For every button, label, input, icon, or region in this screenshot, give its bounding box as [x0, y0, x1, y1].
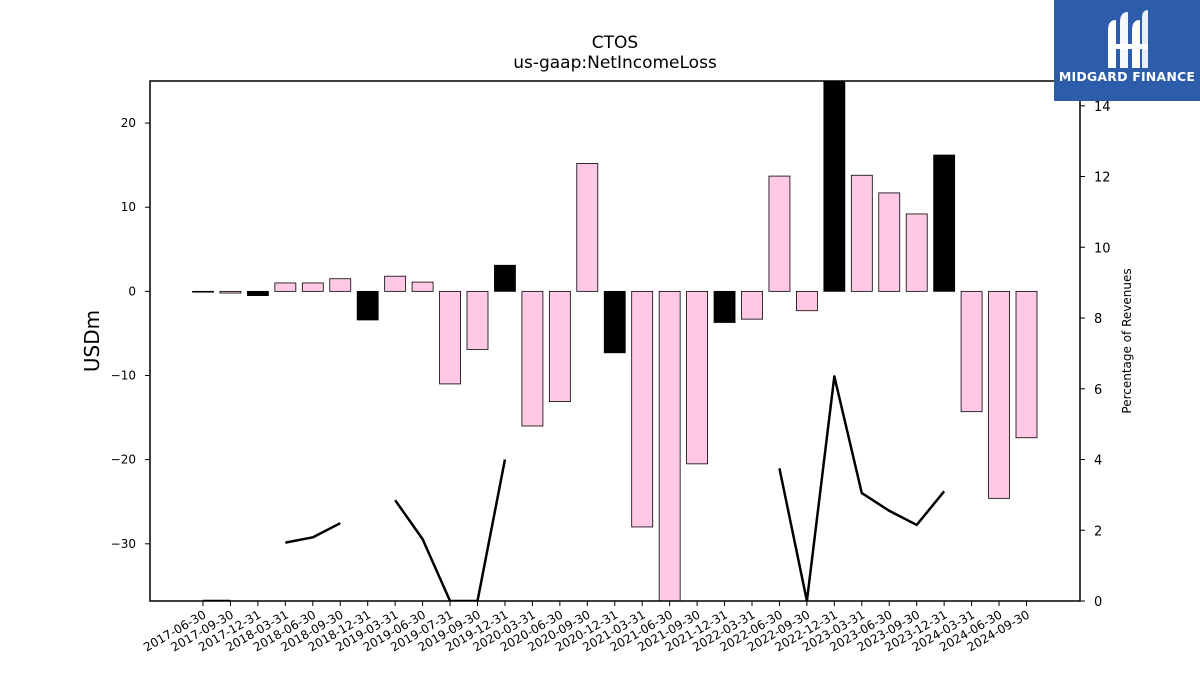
- bar-2023-06-30: [878, 192, 901, 292]
- chart-subtitle: us-gaap:NetIncomeLoss: [513, 53, 717, 73]
- bar-2022-09-30: [796, 290, 818, 312]
- bar-2018-03-31: [274, 282, 297, 292]
- bar-2017-09-30: [219, 290, 242, 294]
- bar-2021-03-31: [631, 290, 654, 528]
- brand-name: MIDGARD FINANCE: [1058, 69, 1196, 84]
- bar-2022-03-31: [741, 290, 763, 320]
- y-left-tick-label: 0: [128, 284, 136, 298]
- y-right-tick-label: 10: [1094, 241, 1111, 256]
- bar-2020-09-30: [576, 163, 599, 292]
- bar-2019-06-30: [411, 281, 434, 292]
- bar-2024-03-31: [960, 290, 983, 413]
- bar-2020-03-31: [521, 290, 544, 427]
- bar-2020-06-30: [548, 290, 571, 402]
- bar-2018-06-30: [301, 282, 324, 292]
- bar-2024-09-30: [1015, 290, 1038, 439]
- bar-2023-12-31: [933, 154, 956, 292]
- y-left-tick-label: −20: [111, 453, 136, 467]
- line-series-group: [203, 375, 946, 601]
- y-left-tick-label: −30: [111, 537, 136, 551]
- bar-2019-07-31: [439, 290, 461, 385]
- bar-2019-03-31: [384, 275, 407, 292]
- bar-2024-06-30: [988, 290, 1010, 499]
- bar-2021-06-30: [658, 290, 681, 601]
- bar-2018-09-30: [329, 278, 352, 292]
- bar-2017-06-30: [192, 290, 214, 293]
- line-series-segment: [394, 459, 507, 601]
- brand-logo: MIDGARD FINANCE: [1054, 0, 1200, 101]
- midgard-logo-icon: [1108, 10, 1148, 68]
- y-axis-right: 0 2 4 6 8 10 12 14: [1080, 100, 1111, 610]
- bar-2023-09-30: [905, 213, 928, 292]
- y-left-tick-label: 10: [121, 200, 136, 214]
- y-right-tick-label: 4: [1094, 454, 1102, 469]
- bar-2019-12-31: [494, 264, 516, 292]
- bar-2023-03-31: [850, 174, 873, 292]
- y-right-tick-label: 2: [1094, 524, 1102, 539]
- bar-series: [192, 81, 1038, 601]
- bar-2022-12-31: [823, 81, 846, 292]
- bar-2021-09-30: [686, 290, 708, 465]
- line-series-segment: [285, 522, 341, 544]
- y-right-tick-label: 0: [1094, 595, 1102, 610]
- y-left-tick-label: 20: [121, 116, 136, 130]
- x-axis: 2017-06-302017-09-302017-12-312018-03-31…: [141, 601, 1032, 654]
- bar-2018-12-31: [356, 290, 379, 321]
- bar-2022-06-30: [768, 175, 791, 292]
- y-axis-left: −30 −20 −10 0 10 20: [111, 116, 150, 551]
- y-axis-label-left: USDm: [80, 310, 104, 372]
- y-axis-label-right: Percentage of Revenues: [1120, 268, 1134, 413]
- bar-2019-09-30: [466, 290, 489, 350]
- chart-title: CTOS: [592, 33, 638, 53]
- bar-2021-12-31: [713, 290, 736, 323]
- bar-2017-12-31: [246, 290, 269, 296]
- bar-2020-12-31: [603, 290, 626, 354]
- y-right-tick-label: 12: [1094, 171, 1111, 186]
- y-right-tick-label: 14: [1094, 100, 1111, 115]
- line-series-segment: [778, 375, 946, 601]
- y-right-tick-label: 8: [1094, 312, 1102, 327]
- y-left-tick-label: −10: [111, 368, 136, 382]
- y-right-tick-label: 6: [1094, 383, 1102, 398]
